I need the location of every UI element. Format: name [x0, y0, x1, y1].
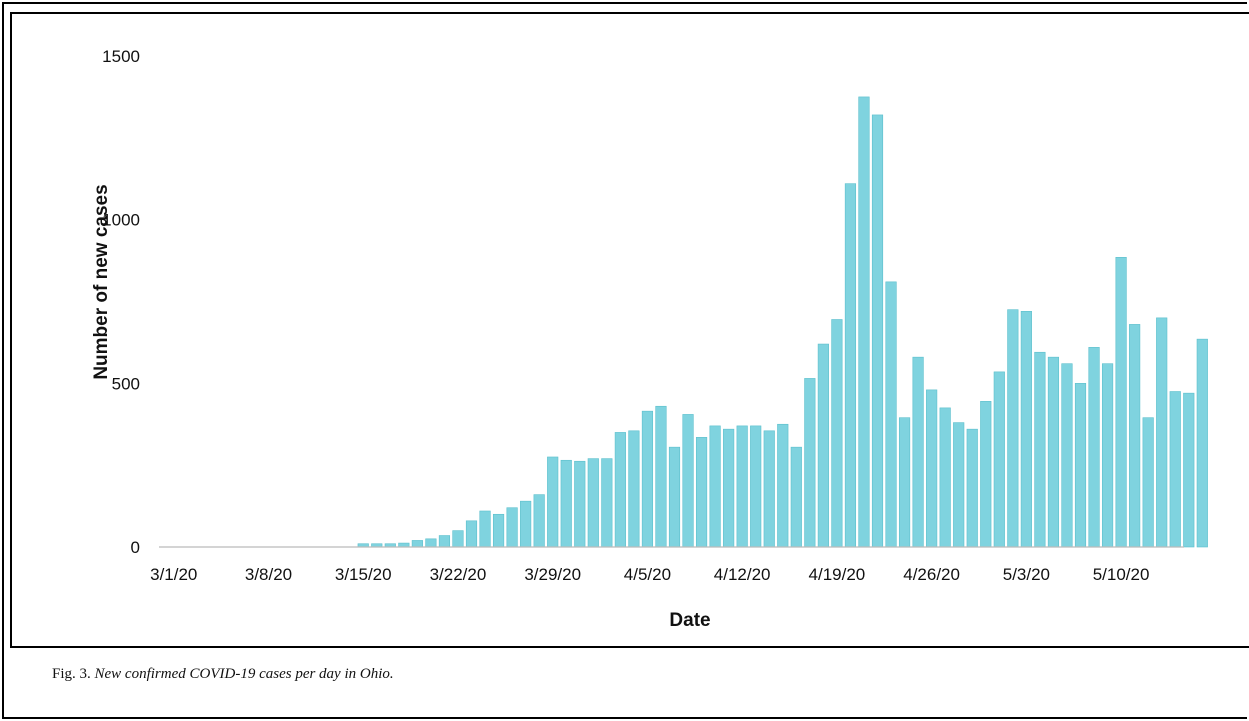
bar — [709, 425, 721, 548]
bar — [1129, 324, 1141, 548]
bar — [465, 520, 478, 548]
bar — [547, 456, 559, 548]
caption-text: New confirmed COVID-19 cases per day in … — [94, 666, 394, 682]
bar — [425, 538, 437, 548]
y-tick-label: 500 — [112, 374, 140, 393]
bar — [438, 535, 451, 548]
bar — [479, 510, 491, 548]
bar — [790, 446, 802, 548]
bar — [953, 422, 965, 548]
bar — [682, 414, 694, 548]
bar-chart: Number of new cases Date 0 500 1000 1500 3/… — [91, 47, 1208, 631]
bar — [1007, 309, 1019, 548]
caption-label: Fig. 3. — [52, 666, 91, 682]
bar — [1034, 351, 1046, 548]
bar — [560, 459, 572, 548]
bar — [587, 458, 599, 548]
bar — [1169, 391, 1181, 548]
bar — [723, 428, 735, 548]
bar — [898, 417, 911, 548]
bar — [1183, 392, 1195, 548]
bar — [641, 410, 654, 548]
x-axis-ticks: 3/1/20 3/8/20 3/15/20 3/22/20 3/29/20 4/5/20 4… — [150, 565, 1149, 584]
bar — [1020, 311, 1032, 548]
bar — [506, 507, 518, 548]
bar — [668, 446, 681, 548]
x-tick-label: 3/22/20 — [430, 565, 487, 584]
bar — [492, 513, 505, 548]
y-tick-label: 1500 — [102, 47, 140, 66]
bar — [1061, 363, 1073, 548]
bar — [858, 96, 870, 548]
bar — [695, 437, 708, 548]
bar — [750, 425, 762, 548]
x-tick-label: 5/3/20 — [1003, 565, 1050, 584]
y-tick-label: 0 — [131, 538, 140, 557]
bar — [1156, 317, 1168, 548]
bar — [817, 343, 829, 548]
figure-caption: Fig. 3. New confirmed COVID-19 cases per… — [52, 666, 394, 683]
bar — [885, 281, 897, 548]
bar — [655, 405, 667, 548]
bar — [844, 183, 857, 548]
bar — [574, 460, 586, 548]
bar — [1047, 356, 1060, 548]
bar — [452, 530, 464, 548]
bar — [1088, 347, 1100, 548]
x-tick-label: 4/26/20 — [903, 565, 960, 584]
bar — [1142, 417, 1154, 548]
bar — [614, 432, 626, 548]
bar — [736, 425, 748, 548]
bar — [411, 540, 423, 548]
bar — [628, 430, 640, 548]
bar — [966, 428, 978, 548]
bar — [831, 319, 843, 548]
x-tick-label: 4/19/20 — [809, 565, 866, 584]
bar — [1196, 338, 1208, 548]
x-tick-label: 3/29/20 — [524, 565, 581, 584]
y-axis-ticks: 0 500 1000 1500 — [102, 47, 140, 557]
x-tick-label: 3/1/20 — [150, 565, 197, 584]
bar — [520, 500, 532, 548]
bar — [763, 430, 775, 548]
y-axis-title: Number of new cases — [91, 184, 112, 379]
bar — [980, 401, 992, 548]
x-axis-title: Date — [669, 610, 710, 631]
bar — [1074, 383, 1087, 548]
x-tick-label: 4/5/20 — [624, 565, 671, 584]
bar — [533, 494, 545, 548]
x-tick-label: 4/12/20 — [714, 565, 771, 584]
figure-box: Number of new cases Date 0 500 1000 1500 3/… — [10, 12, 1249, 648]
bar — [1115, 257, 1127, 548]
bar — [912, 356, 924, 548]
bar — [601, 458, 613, 548]
bar — [804, 378, 816, 548]
bar — [926, 389, 938, 548]
bar — [939, 407, 951, 548]
x-tick-label: 3/15/20 — [335, 565, 392, 584]
bar — [871, 114, 884, 548]
bar — [777, 423, 789, 548]
y-tick-label: 1000 — [102, 211, 140, 230]
x-tick-label: 3/8/20 — [245, 565, 292, 584]
bar — [1101, 363, 1114, 548]
x-tick-label: 5/10/20 — [1093, 565, 1150, 584]
bar — [993, 371, 1005, 548]
bars-group — [357, 96, 1208, 548]
